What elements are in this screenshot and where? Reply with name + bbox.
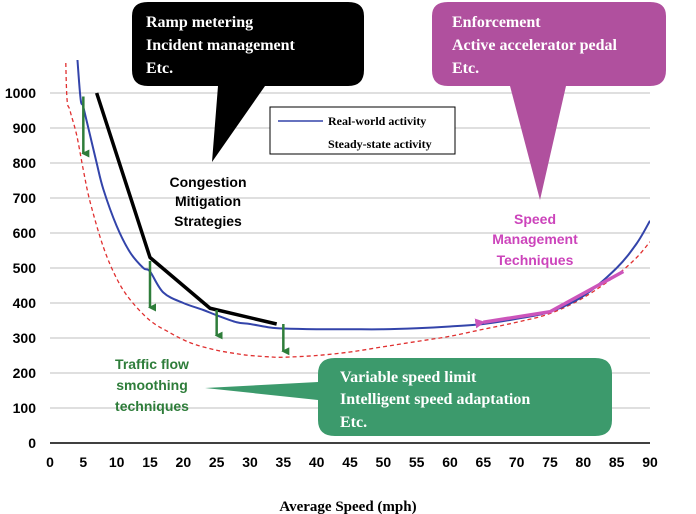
x-tick-label-5: 5	[79, 454, 87, 470]
y-tick-label-900: 900	[13, 120, 37, 136]
x-axis-label: Average Speed (mph)	[279, 499, 416, 514]
y-tick-label-1000: 1000	[5, 85, 36, 101]
y-tick-label-200: 200	[13, 365, 37, 381]
y-tick-label-0: 0	[28, 435, 36, 451]
annotation-smoothing-line-3: techniques	[115, 398, 189, 414]
callout-variable-line-3: Etc.	[340, 414, 367, 431]
annotation-congestion-line-3: Strategies	[174, 213, 242, 229]
x-tick-label-0: 0	[46, 454, 54, 470]
y-tick-label-400: 400	[13, 295, 37, 311]
x-tick-label-35: 35	[276, 454, 292, 470]
callout-enforcement-line-3: Etc.	[452, 60, 479, 77]
series-line-speed-management-path	[474, 269, 625, 329]
series-line-congestion-path	[95, 92, 278, 326]
annotation-smoothing-line-2: smoothing	[116, 377, 188, 393]
x-tick-label-80: 80	[576, 454, 592, 470]
callout-ramp-line-2: Incident management	[146, 37, 296, 54]
callout-enforcement-line-2: Active accelerator pedal	[452, 37, 618, 54]
annotation-speed-line-2: Management	[492, 231, 578, 247]
x-tick-label-90: 90	[642, 454, 658, 470]
annotation-speed-management: Speed Management Techniques	[492, 211, 578, 268]
annotation-congestion-line-2: Mitigation	[175, 193, 241, 209]
y-tick-label-300: 300	[13, 330, 37, 346]
x-tick-label-25: 25	[209, 454, 225, 470]
reduction-arrows	[81, 96, 290, 356]
x-tick-label-55: 55	[409, 454, 425, 470]
legend-label-real-world: Real-world activity	[328, 114, 426, 128]
y-tick-label-500: 500	[13, 260, 37, 276]
x-tick-label-70: 70	[509, 454, 525, 470]
x-tick-label-85: 85	[609, 454, 625, 470]
annotation-speed-line-3: Techniques	[497, 252, 574, 268]
chart-legend: Real-world activity Steady-state activit…	[269, 106, 456, 155]
y-tick-label-800: 800	[13, 155, 37, 171]
annotation-smoothing-line-1: Traffic flow	[115, 356, 189, 372]
callout-variable-line-2: Intelligent speed adaptation	[340, 391, 530, 408]
callout-ramp-line-3: Etc.	[146, 60, 173, 77]
x-tick-label-75: 75	[542, 454, 558, 470]
callout-enforcement-line-1: Enforcement	[452, 14, 541, 31]
y-tick-label-600: 600	[13, 225, 37, 241]
callout-enforcement: Enforcement Active accelerator pedal Etc…	[432, 2, 666, 200]
y-tick-label-100: 100	[13, 400, 37, 416]
annotation-speed-line-1: Speed	[514, 211, 556, 227]
x-tick-label-50: 50	[376, 454, 392, 470]
x-tick-label-60: 60	[442, 454, 458, 470]
callout-ramp-metering: Ramp metering Incident management Etc.	[132, 2, 364, 162]
x-tick-label-10: 10	[109, 454, 125, 470]
x-tick-label-40: 40	[309, 454, 325, 470]
x-tick-label-30: 30	[242, 454, 258, 470]
strategy-paths	[95, 92, 625, 329]
annotation-smoothing: Traffic flow smoothing techniques	[115, 356, 189, 414]
callout-variable-speed: Variable speed limit Intelligent speed a…	[205, 358, 612, 436]
callout-variable-line-1: Variable speed limit	[340, 369, 477, 386]
callout-ramp-line-1: Ramp metering	[146, 14, 253, 31]
x-tick-label-45: 45	[342, 454, 358, 470]
chart-axes: 0 100 200 300 400 500 600 700 800 900 1000 0 5 10 15 20…	[5, 85, 658, 470]
x-tick-label-15: 15	[142, 454, 158, 470]
y-tick-label-700: 700	[13, 190, 37, 206]
annotation-congestion: Congestion Mitigation Strategies	[170, 174, 247, 229]
x-tick-label-20: 20	[176, 454, 192, 470]
annotation-congestion-line-1: Congestion	[170, 174, 247, 190]
x-tick-label-65: 65	[476, 454, 492, 470]
legend-label-steady-state: Steady-state activity	[328, 137, 432, 151]
